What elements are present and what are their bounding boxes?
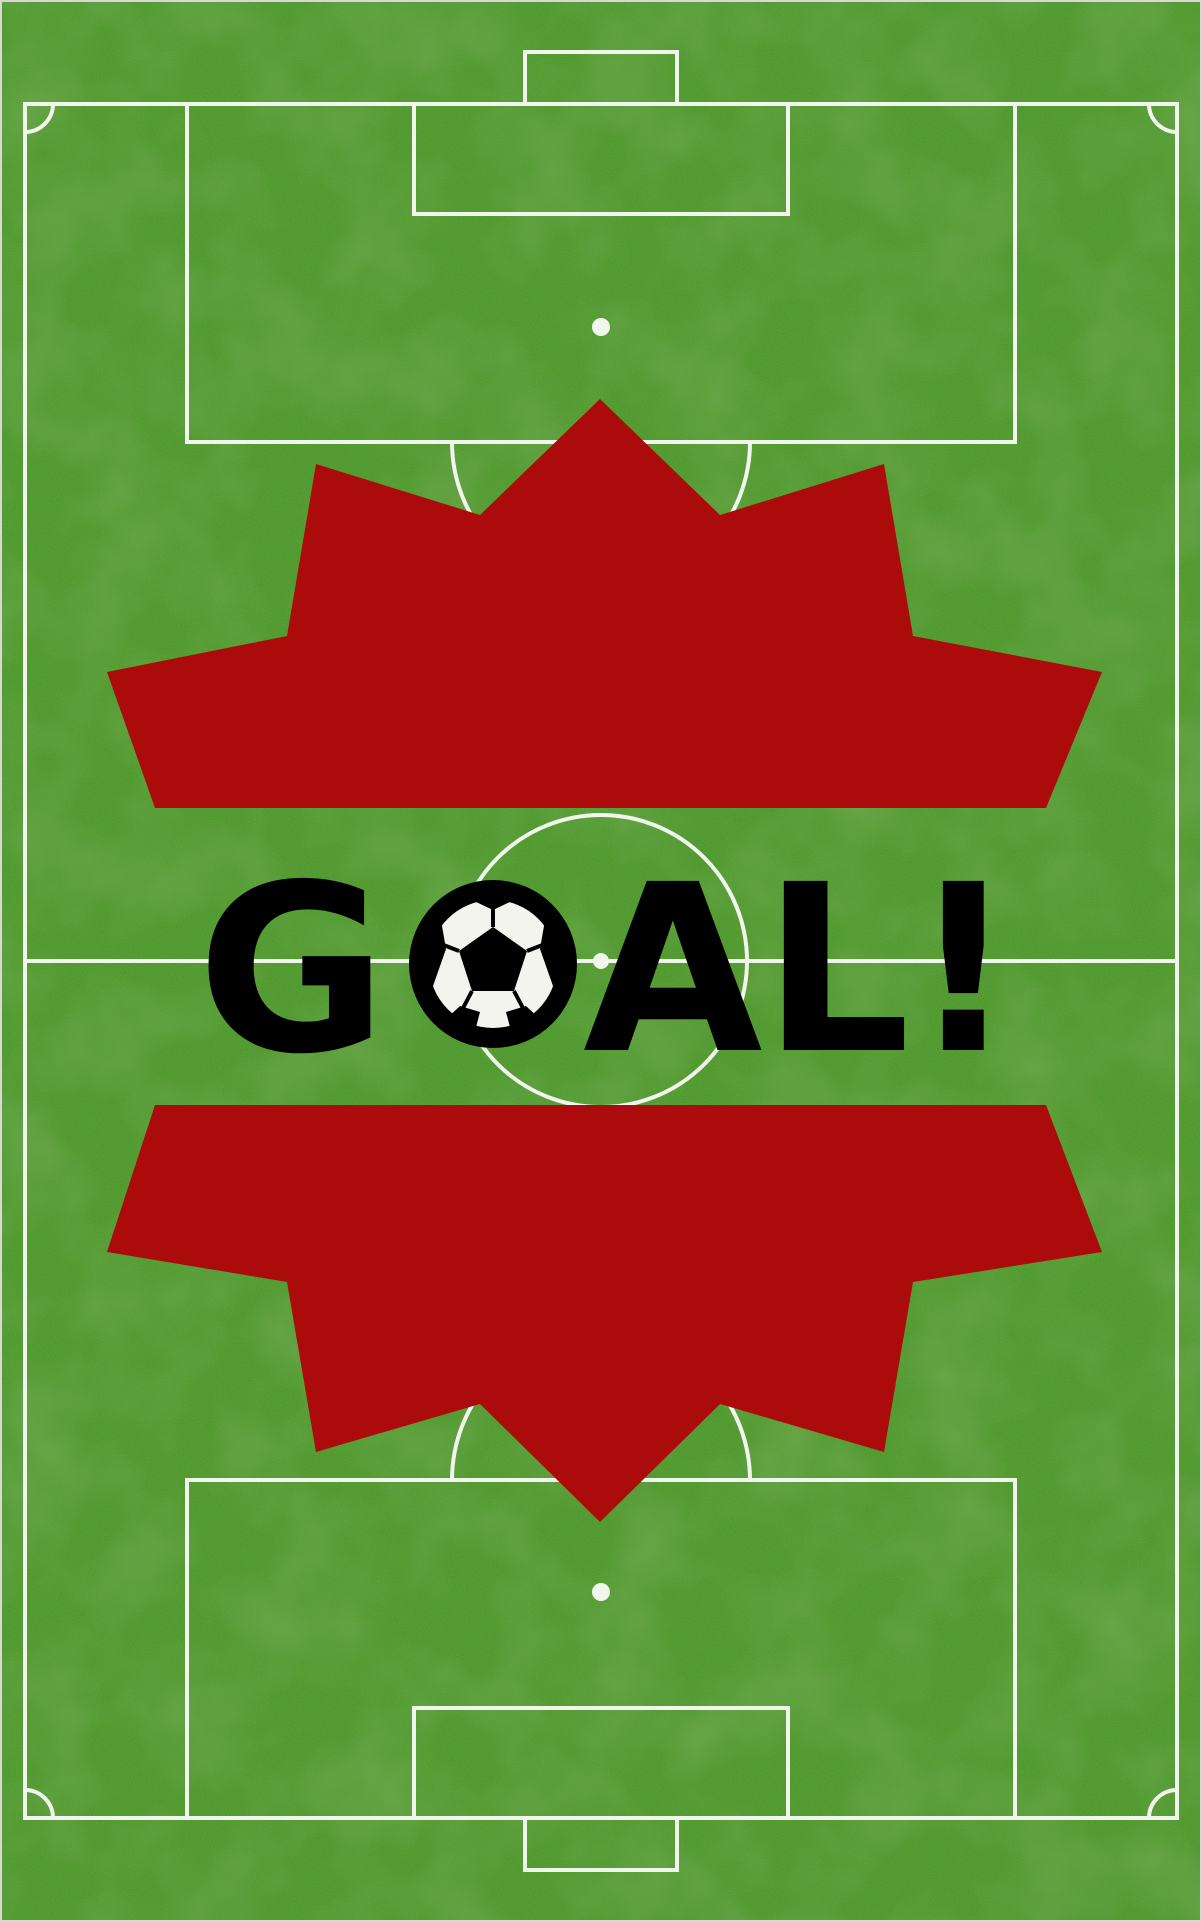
headline-letters-al: AL! — [583, 835, 1016, 1105]
headline-letter-g: G — [197, 835, 387, 1105]
starburst-top-half — [107, 399, 1102, 808]
corner-arc-bottom-left — [24, 1788, 55, 1819]
corner-arc-top-right — [1147, 103, 1178, 134]
soccer-ball-icon — [409, 880, 577, 1048]
center-spot — [593, 953, 609, 969]
bottom-goal-area — [412, 1706, 790, 1820]
top-penalty-spot — [592, 318, 610, 336]
bottom-penalty-spot — [592, 1583, 610, 1601]
starburst-bottom-half — [107, 1105, 1102, 1522]
corner-arc-bottom-right — [1147, 1788, 1178, 1819]
top-goal-area — [412, 102, 790, 216]
corner-arc-top-left — [24, 103, 55, 134]
